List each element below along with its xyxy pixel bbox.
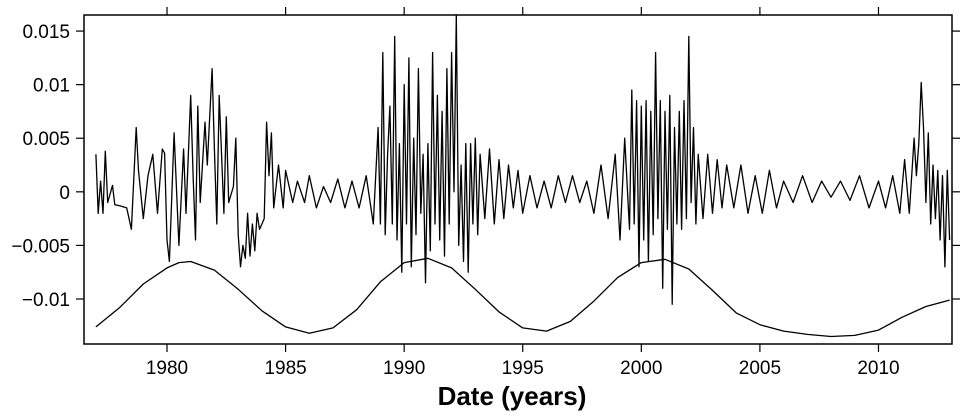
- y-tick-label: 0.005: [22, 129, 70, 150]
- x-tick-label: 1980: [146, 358, 188, 379]
- x-tick-label: 2005: [739, 358, 781, 379]
- y-tick-label: 0.015: [22, 22, 70, 43]
- tick-labels: 1980 1985 1990 1995 2000 2005 2010 0.015 0.01 0.0…: [11, 22, 899, 379]
- axis-ticks: [76, 7, 960, 352]
- plot-area: [95, 14, 951, 338]
- x-tick-label: 1990: [383, 358, 425, 379]
- x-axis-title: Date (years): [438, 381, 587, 411]
- y-tick-label: −0.01: [22, 290, 70, 311]
- series-line-seasonal: [95, 257, 950, 338]
- plot-frame: [83, 14, 953, 345]
- y-tick-label: −0.005: [11, 236, 70, 257]
- y-tick-label: 0.01: [33, 76, 70, 97]
- x-tick-label: 1985: [264, 358, 306, 379]
- x-tick-label: 2000: [620, 358, 662, 379]
- x-tick-label: 1995: [502, 358, 544, 379]
- y-tick-label: 0: [59, 183, 70, 204]
- x-tick-label: 2010: [857, 358, 899, 379]
- series-line-residuals: [95, 14, 951, 305]
